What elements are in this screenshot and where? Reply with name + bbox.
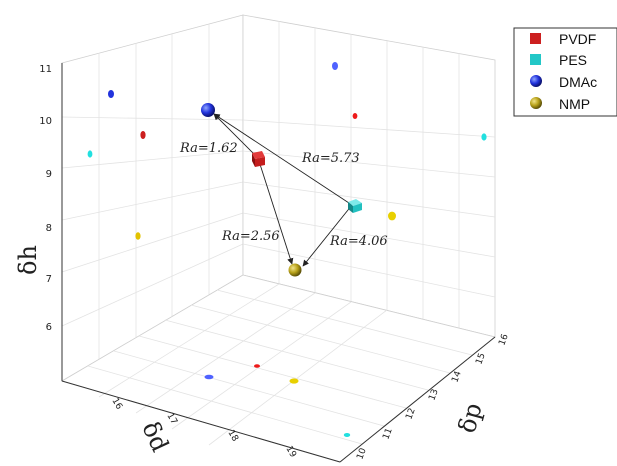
data-points xyxy=(201,103,362,277)
y-tick-label: 15 xyxy=(474,352,487,366)
dmac-projection-floor xyxy=(204,374,214,380)
z-axis-ticks: 6 7 8 9 10 11 xyxy=(39,64,52,333)
z-tick-label: 10 xyxy=(39,116,52,127)
legend-swatch-pes xyxy=(530,54,541,65)
ra-label-pes-nmp: Ra=4.06 xyxy=(329,234,388,249)
legend-entry-dmac: DMAc xyxy=(530,74,597,90)
pes-projection-right-wall xyxy=(481,133,487,141)
ra-label-pvdf-nmp: Ra=2.56 xyxy=(221,229,280,244)
pvdf-projection-floor xyxy=(254,364,260,368)
legend-swatch-pvdf xyxy=(530,33,541,44)
z-tick-label: 8 xyxy=(46,223,52,234)
plot-box xyxy=(60,14,496,463)
y-tick-label: 14 xyxy=(450,370,463,384)
legend-swatch-nmp xyxy=(530,97,542,109)
x-tick-label: 17 xyxy=(164,412,178,427)
distance-arrows xyxy=(213,113,353,267)
ra-label-pes-dmac: Ra=5.73 xyxy=(301,151,360,166)
dmac-projection-left-wall xyxy=(108,90,114,98)
legend-label-dmac: DMAc xyxy=(559,74,597,90)
dmac-projection-right-wall xyxy=(332,62,338,70)
pvdf-projection-right-wall xyxy=(352,113,358,119)
nmp-projection-right-wall xyxy=(388,211,396,221)
y-tick-label: 13 xyxy=(427,388,440,402)
legend-label-nmp: NMP xyxy=(559,96,590,112)
legend-label-pvdf: PVDF xyxy=(559,31,596,47)
pes-projection-left-wall xyxy=(87,150,93,158)
pes-point xyxy=(348,199,362,213)
nmp-point xyxy=(288,263,302,277)
z-tick-label: 7 xyxy=(46,274,52,285)
ra-label-pvdf-dmac: Ra=1.62 xyxy=(179,141,238,156)
ra-arrow xyxy=(213,113,259,159)
y-tick-label: 10 xyxy=(355,447,368,461)
legend-entry-pes: PES xyxy=(530,52,587,68)
legend: PVDF PES DMAc NMP xyxy=(513,27,617,117)
nmp-projection-left-wall xyxy=(135,232,141,240)
z-axis-title: δh xyxy=(14,245,42,275)
y-axis-ticks: 10 11 12 13 14 15 16 xyxy=(355,333,510,461)
y-tick-label: 16 xyxy=(497,333,510,347)
y-axis-title: δp xyxy=(453,400,488,436)
ra-labels: Ra=1.62 Ra=5.73 Ra=2.56 Ra=4.06 xyxy=(179,141,388,249)
y-tick-label: 11 xyxy=(381,427,394,441)
legend-entry-pvdf: PVDF xyxy=(530,31,596,47)
legend-swatch-dmac xyxy=(530,75,542,87)
legend-label-pes: PES xyxy=(559,52,587,68)
projections xyxy=(87,62,487,437)
pvdf-point xyxy=(252,151,265,167)
z-tick-label: 9 xyxy=(46,169,52,180)
pes-projection-floor xyxy=(343,433,351,437)
z-tick-label: 6 xyxy=(46,322,52,333)
dmac-point xyxy=(201,103,215,117)
floor-grid xyxy=(60,274,496,463)
nmp-projection-floor xyxy=(289,378,299,384)
axis-lines xyxy=(61,63,496,463)
ra-arrow xyxy=(302,204,353,267)
pvdf-projection-left-wall xyxy=(140,131,146,139)
ra-arrow xyxy=(213,113,353,206)
z-tick-label: 11 xyxy=(39,64,52,75)
y-tick-label: 12 xyxy=(404,407,417,421)
ra-arrow xyxy=(257,157,294,265)
legend-entry-nmp: NMP xyxy=(530,96,590,112)
